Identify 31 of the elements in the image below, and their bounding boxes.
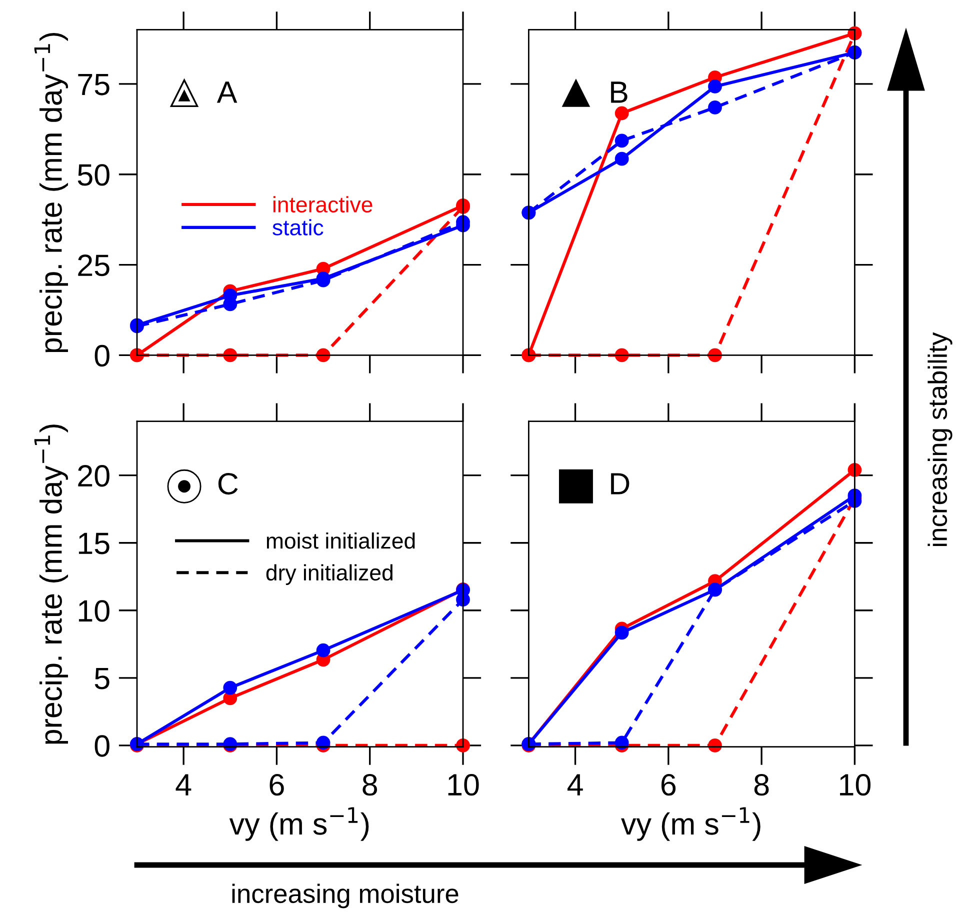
y-axis-title: precip. rate (mm day$^{−1}$) (34, 424, 68, 744)
annotation: moist initialized (266, 532, 415, 549)
y-axis-title: precip. rate (mm day$^{−1}$) (34, 32, 68, 352)
y-tick-label: 15 (78, 532, 110, 554)
text: D (611, 473, 630, 494)
x-tick-label: 10 (448, 774, 479, 796)
y-tick-label: 25 (78, 254, 110, 276)
y-tick-label: 50 (78, 164, 110, 186)
x-tick-label: 6 (661, 774, 676, 796)
annotation: dry initialized (266, 564, 392, 585)
text: increasing stability (928, 332, 952, 546)
x-tick-label: 8 (362, 774, 378, 796)
text: C (218, 472, 238, 495)
x-tick-label: 6 (270, 774, 284, 796)
x-axis-title: vy (m s$^{−1}$) (229, 807, 369, 841)
text: B (611, 82, 628, 103)
x-axis-title: vy (m s$^{−1}$) (621, 807, 760, 841)
x-tick-label: 10 (840, 774, 870, 796)
text: increasing moisture (232, 884, 458, 908)
x-tick-label: 4 (567, 774, 583, 796)
y-tick-label: 5 (94, 668, 110, 690)
text: A (216, 82, 238, 103)
legend-label: interactive (273, 196, 372, 212)
y-tick-label: 0 (94, 344, 110, 367)
y-tick-label: 10 (78, 600, 110, 622)
y-tick-label: 75 (78, 74, 110, 96)
y-tick-label: 20 (78, 465, 110, 487)
x-tick-label: 4 (176, 774, 192, 796)
legend-label: static (272, 219, 324, 236)
y-tick-label: 0 (94, 735, 110, 757)
x-tick-label: 8 (754, 774, 769, 796)
